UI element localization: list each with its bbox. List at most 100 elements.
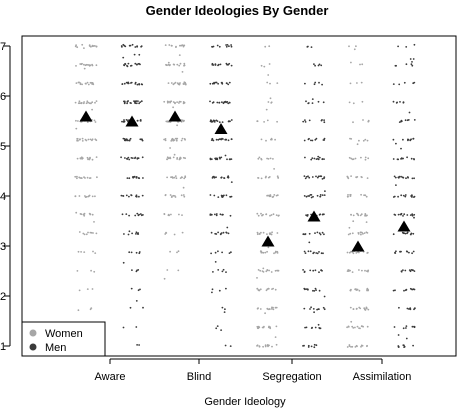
data-point-men: [405, 63, 408, 66]
data-point-men: [303, 195, 306, 197]
data-point-men: [312, 195, 314, 198]
data-point-women: [163, 277, 166, 280]
data-point-women: [267, 74, 270, 76]
data-point-men: [403, 346, 405, 348]
data-point-women: [89, 64, 92, 67]
data-point-men: [214, 251, 217, 254]
data-point-men: [216, 325, 219, 327]
data-point-men: [140, 138, 143, 141]
data-point-men: [127, 100, 129, 102]
data-point-men: [135, 231, 138, 234]
data-point-men: [230, 119, 233, 121]
data-point-men: [413, 119, 416, 121]
data-point-women: [79, 102, 81, 105]
data-point-women: [177, 269, 180, 272]
data-point-women: [352, 214, 355, 217]
data-point-men: [209, 213, 212, 216]
data-point-men: [213, 121, 216, 123]
data-point-women: [79, 83, 82, 86]
data-point-women: [360, 233, 362, 236]
data-point-men: [409, 270, 412, 273]
data-point-women: [80, 102, 83, 104]
data-point-men: [225, 287, 227, 290]
data-point-women: [169, 64, 171, 66]
data-point-women: [275, 194, 278, 197]
data-point-women: [265, 213, 268, 216]
data-point-men: [215, 214, 218, 217]
data-point-women: [81, 157, 84, 160]
data-point-women: [164, 138, 167, 140]
data-point-men: [128, 139, 131, 142]
data-point-men: [137, 232, 140, 234]
data-point-women: [178, 64, 181, 67]
y-tick-label: 1: [0, 341, 6, 353]
data-point-women: [257, 177, 260, 179]
data-point-women: [276, 175, 279, 178]
data-point-women: [175, 139, 178, 142]
data-point-men: [124, 62, 126, 65]
data-point-men: [218, 45, 221, 48]
data-point-men: [229, 214, 232, 217]
data-point-men: [136, 63, 138, 66]
data-point-women: [96, 176, 98, 179]
data-point-women: [176, 82, 179, 85]
data-point-men: [406, 214, 409, 216]
data-point-men: [305, 100, 307, 103]
data-point-men: [227, 176, 230, 179]
data-point-men: [127, 139, 129, 142]
data-point-women: [77, 309, 80, 312]
data-point-women: [171, 195, 173, 198]
data-point-women: [83, 67, 86, 70]
data-point-men: [215, 233, 218, 235]
data-point-men: [227, 83, 230, 86]
data-point-women: [81, 43, 84, 46]
data-point-men: [139, 288, 141, 291]
data-point-women: [169, 121, 172, 123]
data-point-women: [86, 81, 89, 84]
data-point-men: [126, 65, 129, 68]
data-point-women: [80, 177, 83, 180]
data-point-women: [89, 177, 92, 179]
data-point-men: [224, 100, 227, 103]
data-point-men: [217, 64, 219, 67]
data-point-men: [227, 102, 230, 105]
data-point-men: [212, 175, 215, 178]
data-point-men: [394, 252, 397, 255]
data-point-men: [312, 289, 314, 292]
data-point-women: [181, 137, 184, 140]
data-point-women: [170, 100, 173, 103]
data-point-women: [86, 176, 89, 179]
data-point-men: [121, 213, 124, 216]
data-point-women: [266, 194, 268, 197]
data-point-women: [75, 119, 77, 122]
data-point-women: [173, 153, 176, 156]
data-point-women: [358, 139, 360, 142]
data-point-men: [322, 252, 324, 255]
data-point-women: [260, 64, 263, 67]
data-point-men: [400, 120, 403, 123]
data-point-women: [91, 64, 94, 67]
data-point-men: [314, 64, 316, 67]
data-point-men: [135, 102, 138, 105]
data-point-women: [165, 64, 168, 66]
mean-marker-men: [214, 123, 228, 134]
data-point-women: [277, 269, 280, 272]
data-point-men: [126, 157, 128, 160]
data-point-men: [321, 158, 324, 160]
data-point-men: [405, 337, 408, 340]
data-point-men: [402, 176, 405, 179]
data-point-men: [227, 120, 230, 123]
data-point-men: [317, 308, 320, 310]
data-point-men: [412, 58, 415, 60]
data-point-women: [94, 195, 96, 198]
data-point-men: [217, 231, 220, 234]
data-point-women: [358, 306, 361, 309]
data-point-women: [168, 214, 171, 217]
data-point-men: [402, 215, 404, 217]
data-point-men: [224, 308, 226, 311]
data-point-women: [276, 120, 278, 123]
data-point-women: [347, 194, 349, 196]
data-point-women: [91, 213, 94, 216]
data-point-women: [267, 345, 269, 348]
data-point-women: [89, 231, 92, 234]
